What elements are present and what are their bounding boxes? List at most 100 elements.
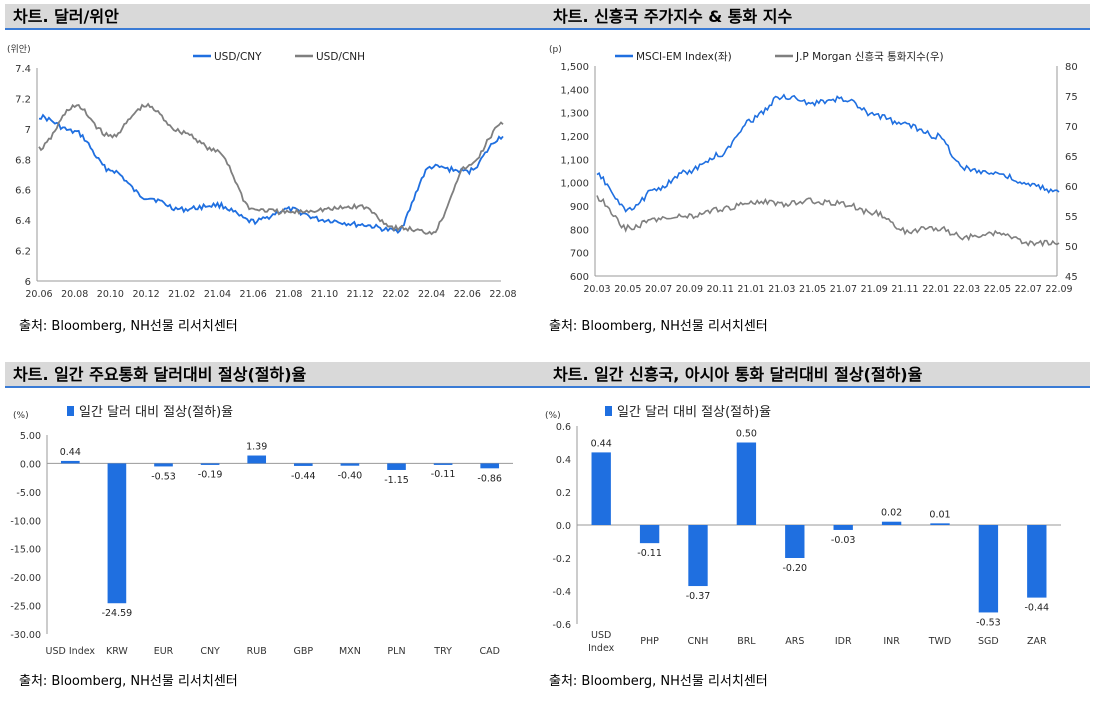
bar-cny — [200, 463, 220, 465]
y-tick-label: 900 — [570, 202, 589, 213]
data-label: -1.15 — [384, 475, 409, 486]
x-tick-label: TWD — [928, 636, 952, 647]
data-label: 0.50 — [736, 429, 757, 440]
x-tick-label: 22.04 — [418, 289, 445, 300]
bar-twd — [930, 523, 950, 525]
y-right-tick-label: 60 — [1065, 182, 1078, 193]
y-tick-label: 1,000 — [560, 179, 589, 190]
x-tick-label: BRL — [737, 636, 756, 647]
x-tick-label: 21.12 — [347, 289, 374, 300]
legend-label: MSCI-EM Index(좌) — [636, 51, 732, 63]
data-label: -0.44 — [1025, 603, 1050, 614]
x-tick-label: KRW — [106, 646, 128, 657]
x-tick-label: 22.02 — [382, 289, 409, 300]
data-label: -0.20 — [783, 563, 808, 574]
y-axis-unit: (p) — [549, 45, 562, 55]
x-tick-label: 21.03 — [768, 284, 795, 295]
bar-mxn — [340, 463, 360, 466]
x-tick-label: 22.09 — [1045, 284, 1072, 295]
legend-label: J.P Morgan 신흥국 통화지수(우) — [795, 50, 944, 63]
data-label: 0.01 — [929, 509, 950, 520]
legend-swatch — [605, 406, 612, 416]
chart-panel-major-fx: 차트. 일간 주요통화 달러대비 절상(절하)율 (%) 5.00 0.00 -5.0… — [5, 362, 550, 707]
x-tick-label: 21.02 — [168, 289, 195, 300]
data-label: 0.44 — [591, 438, 612, 449]
y-tick-label: 0.2 — [556, 488, 571, 499]
legend-label: USD/CNH — [316, 51, 365, 63]
data-label: -0.37 — [686, 591, 711, 602]
y-right-tick-label: 45 — [1065, 272, 1078, 283]
bar-pln — [387, 463, 406, 470]
y-tick-label: 0.4 — [556, 455, 571, 466]
x-tick-label: 20.05 — [614, 284, 641, 295]
bar-sgd — [978, 525, 999, 613]
data-label: -0.53 — [151, 471, 176, 482]
bar-ars — [785, 525, 805, 558]
data-label: 0.44 — [60, 447, 81, 458]
bar-brl — [736, 442, 757, 525]
bar-inr — [881, 521, 902, 525]
x-tick-label: EUR — [154, 646, 174, 657]
y-tick-label: 6.8 — [15, 155, 31, 166]
y-right-tick-label: 80 — [1065, 62, 1078, 73]
x-tick-label: 22.06 — [454, 289, 481, 300]
bar-usd-index — [60, 460, 80, 464]
x-tick-label: 20.09 — [676, 284, 703, 295]
x-tick-label: 21.10 — [311, 289, 338, 300]
chart-panel-usdcny: 차트. 달러/위안 (위안) 7.4 7.2 7 6.8 6.6 6.4 6.2 6 20.06 2… — [5, 4, 550, 349]
x-tick-label: 21.05 — [799, 284, 826, 295]
chart-title: 차트. 신흥국 주가지수 & 통화 지수 — [545, 4, 1090, 30]
bar-rub — [247, 455, 267, 464]
chart-usdcny: (위안) 7.4 7.2 7 6.8 6.6 6.4 6.2 620.06 20.08 20.10 2… — [7, 44, 517, 300]
x-tick-label: TRY — [433, 646, 452, 657]
data-label: -0.44 — [291, 471, 316, 482]
chart-major-fx: (%) 5.00 0.00 -5.00 -10.00 -15.00 -20.00 -25.00… — [10, 405, 513, 657]
data-label: -0.40 — [338, 471, 363, 482]
y-tick-label: 1,500 — [560, 62, 589, 73]
bar-gbp — [293, 463, 313, 466]
x-tick-label: CAD — [479, 646, 499, 657]
y-tick-label: 6.4 — [15, 216, 31, 227]
y-tick-label: -25.00 — [10, 602, 41, 613]
x-tick-label: 22.01 — [922, 284, 949, 295]
y-tick-label: 7.4 — [15, 64, 31, 75]
legend-label: 일간 달러 대비 절상(절하)율 — [79, 405, 233, 420]
x-tick-label: 21.07 — [830, 284, 857, 295]
y-tick-label: 7 — [25, 125, 31, 136]
y-right-tick-label: 70 — [1065, 122, 1078, 133]
x-tick-label: ZAR — [1027, 636, 1047, 647]
y-tick-label: 6.6 — [15, 186, 31, 197]
y-tick-label: 600 — [570, 272, 589, 283]
y-right-tick-label: 75 — [1065, 92, 1078, 103]
series-line-usd-cnh — [38, 102, 504, 236]
bar-idr — [833, 525, 853, 530]
y-tick-label: -5.00 — [16, 488, 41, 499]
x-tick-label: PLN — [387, 646, 405, 657]
x-tick-label: SGD — [978, 636, 999, 647]
data-label: 0.02 — [881, 508, 902, 519]
x-tick-label: CNH — [688, 636, 709, 647]
y-tick-label: 0.6 — [556, 422, 571, 433]
x-tick-label: USD Index — [46, 646, 96, 657]
source-note: 출처: Bloomberg, NH선물 리서치센터 — [549, 319, 768, 334]
y-tick-label: 0.0 — [556, 521, 571, 532]
y-tick-label: 700 — [570, 249, 589, 260]
y-tick-label: -0.4 — [552, 587, 571, 598]
bar-krw — [107, 463, 127, 604]
x-tick-label: 22.08 — [489, 289, 516, 300]
y-right-tick-label: 50 — [1065, 242, 1078, 253]
x-tick-label: 22.05 — [984, 284, 1011, 295]
y-tick-label: 7.2 — [15, 94, 31, 105]
data-label: 1.39 — [246, 442, 267, 453]
x-tick-label: 21.11 — [891, 284, 918, 295]
bar-php — [639, 525, 660, 544]
legend-label: USD/CNY — [214, 51, 262, 63]
x-tick-label: USD — [591, 630, 611, 641]
data-label: -0.11 — [637, 548, 662, 559]
x-tick-label: 21.09 — [861, 284, 888, 295]
x-tick-label: 20.10 — [97, 289, 124, 300]
y-tick-label: -0.2 — [552, 554, 571, 565]
x-tick-label: 21.08 — [275, 289, 302, 300]
chart-em-asia-fx: (%)0.6 0.4 0.2 0.0 -0.2 -0.4 -0.6 일간 달러 대비 절상(절… — [545, 405, 1061, 654]
x-tick-label: GBP — [293, 646, 313, 657]
